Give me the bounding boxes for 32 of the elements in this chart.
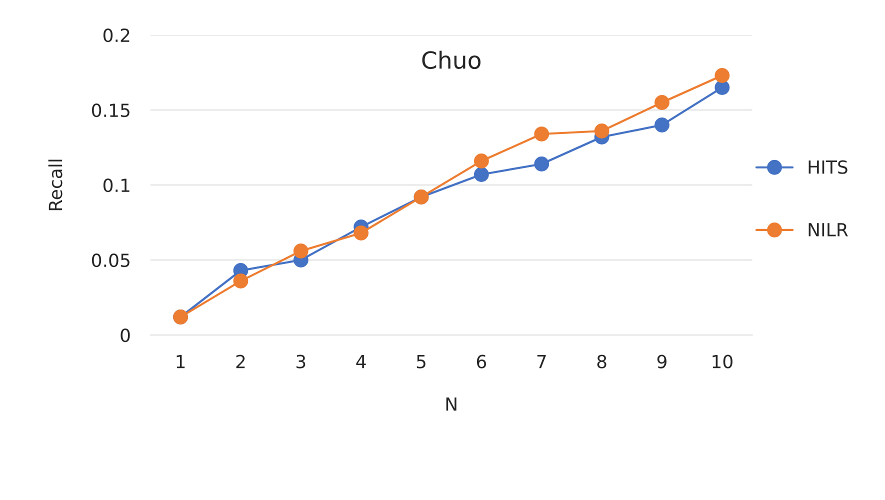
point <box>534 126 550 142</box>
x-tick-label: 10 <box>712 354 732 368</box>
point <box>474 167 489 182</box>
point <box>654 118 670 132</box>
x-tick-label: 1 <box>176 355 185 368</box>
y-tick-label: 0.2 <box>103 28 130 42</box>
y-tick-label: 0.05 <box>92 253 130 268</box>
x-tick-label: 6 <box>476 354 486 368</box>
point <box>474 154 489 168</box>
point <box>534 156 550 172</box>
point <box>714 68 730 83</box>
y-tick-label: 0 <box>120 328 130 342</box>
x-tick-label: 7 <box>537 355 546 368</box>
point <box>714 80 730 95</box>
x-tick-label: 8 <box>597 354 606 368</box>
point <box>233 274 248 288</box>
x-tick-label: 4 <box>356 355 366 368</box>
x-tick-label: 9 <box>657 354 666 368</box>
x-tick-label: 3 <box>296 354 306 368</box>
y-tick-label: 0.1 <box>103 178 130 192</box>
x-tick-label: 5 <box>416 355 426 368</box>
legend-label: HITS <box>808 160 848 174</box>
text: Chuo <box>422 50 480 69</box>
point <box>354 226 369 240</box>
x-tick-label: 2 <box>236 354 245 368</box>
point <box>293 244 308 258</box>
point <box>654 95 670 110</box>
x-axis-title: N <box>446 397 456 411</box>
y-tick-label: 0.15 <box>92 103 130 118</box>
point <box>594 124 610 138</box>
legend-label: NILR <box>808 223 848 236</box>
y-axis-title: Recall <box>48 160 62 210</box>
